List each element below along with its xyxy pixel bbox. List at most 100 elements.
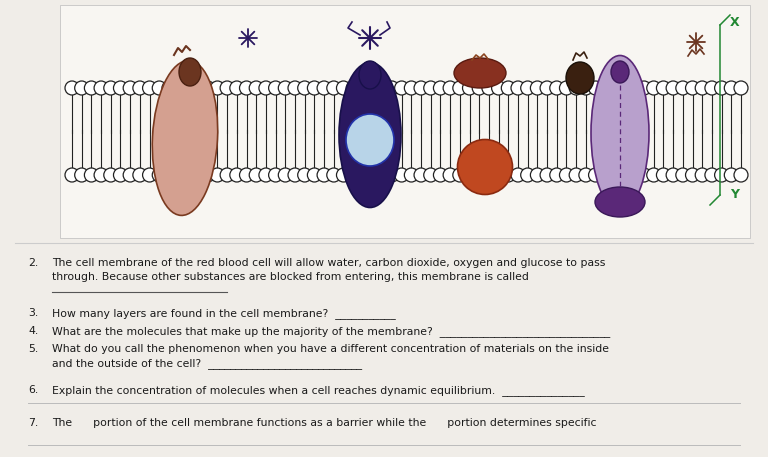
Circle shape — [559, 168, 574, 182]
Ellipse shape — [339, 63, 401, 207]
Circle shape — [462, 168, 476, 182]
Circle shape — [414, 168, 428, 182]
Circle shape — [472, 81, 486, 95]
Circle shape — [269, 168, 283, 182]
Text: Y: Y — [730, 188, 739, 202]
Circle shape — [734, 168, 748, 182]
Circle shape — [278, 81, 293, 95]
Circle shape — [356, 168, 370, 182]
Circle shape — [230, 81, 243, 95]
Circle shape — [298, 168, 312, 182]
Circle shape — [598, 168, 612, 182]
Circle shape — [220, 81, 234, 95]
Text: The cell membrane of the red blood cell will allow water, carbon dioxide, oxygen: The cell membrane of the red blood cell … — [52, 258, 605, 268]
Circle shape — [492, 81, 505, 95]
Circle shape — [657, 81, 670, 95]
Circle shape — [686, 81, 700, 95]
Circle shape — [608, 168, 622, 182]
Circle shape — [162, 81, 176, 95]
Circle shape — [714, 81, 729, 95]
Circle shape — [269, 81, 283, 95]
Circle shape — [404, 168, 419, 182]
Circle shape — [608, 81, 622, 95]
Circle shape — [705, 168, 719, 182]
Circle shape — [366, 168, 379, 182]
Text: What do you call the phenomenon when you have a different concentration of mater: What do you call the phenomenon when you… — [52, 344, 609, 354]
Circle shape — [65, 168, 79, 182]
Circle shape — [240, 81, 253, 95]
FancyBboxPatch shape — [60, 5, 750, 238]
Circle shape — [172, 168, 186, 182]
Circle shape — [443, 81, 457, 95]
Text: The      portion of the cell membrane functions as a barrier while the      port: The portion of the cell membrane functio… — [52, 418, 597, 428]
Circle shape — [666, 168, 680, 182]
Circle shape — [65, 81, 79, 95]
Circle shape — [637, 168, 651, 182]
Circle shape — [240, 168, 253, 182]
Circle shape — [627, 81, 641, 95]
Circle shape — [617, 168, 631, 182]
Circle shape — [433, 81, 448, 95]
Circle shape — [695, 81, 709, 95]
Circle shape — [191, 81, 205, 95]
Circle shape — [540, 168, 554, 182]
Ellipse shape — [152, 61, 217, 215]
Circle shape — [326, 81, 341, 95]
Ellipse shape — [566, 62, 594, 94]
Circle shape — [376, 81, 389, 95]
Circle shape — [104, 168, 118, 182]
Circle shape — [210, 168, 224, 182]
Circle shape — [356, 81, 370, 95]
Circle shape — [617, 81, 631, 95]
Circle shape — [404, 81, 419, 95]
Circle shape — [181, 81, 195, 95]
Circle shape — [647, 81, 660, 95]
Circle shape — [540, 81, 554, 95]
Ellipse shape — [591, 55, 649, 211]
Ellipse shape — [359, 61, 381, 89]
Circle shape — [511, 168, 525, 182]
Circle shape — [453, 81, 467, 95]
Text: 2.: 2. — [28, 258, 38, 268]
Ellipse shape — [595, 187, 645, 217]
Circle shape — [666, 81, 680, 95]
Circle shape — [724, 81, 738, 95]
Circle shape — [94, 81, 108, 95]
Circle shape — [152, 81, 166, 95]
Text: How many layers are found in the cell membrane?  ___________: How many layers are found in the cell me… — [52, 308, 396, 319]
Circle shape — [298, 81, 312, 95]
Circle shape — [414, 81, 428, 95]
Text: 7.: 7. — [28, 418, 38, 428]
Circle shape — [627, 168, 641, 182]
Text: 4.: 4. — [28, 326, 38, 336]
Circle shape — [550, 168, 564, 182]
Circle shape — [317, 168, 331, 182]
Circle shape — [569, 168, 583, 182]
Circle shape — [143, 168, 157, 182]
Circle shape — [521, 81, 535, 95]
Circle shape — [74, 81, 88, 95]
Circle shape — [84, 81, 98, 95]
Circle shape — [695, 168, 709, 182]
Circle shape — [531, 168, 545, 182]
Circle shape — [714, 168, 729, 182]
Circle shape — [200, 81, 215, 95]
Text: through. Because other substances are blocked from entering, this membrane is ca: through. Because other substances are bl… — [52, 272, 529, 282]
Circle shape — [531, 81, 545, 95]
Circle shape — [250, 81, 263, 95]
Circle shape — [94, 168, 108, 182]
Circle shape — [84, 168, 98, 182]
Circle shape — [133, 168, 147, 182]
Circle shape — [385, 168, 399, 182]
Circle shape — [259, 168, 273, 182]
Circle shape — [637, 81, 651, 95]
Circle shape — [705, 81, 719, 95]
Circle shape — [143, 81, 157, 95]
Circle shape — [172, 81, 186, 95]
Circle shape — [550, 81, 564, 95]
Circle shape — [336, 168, 350, 182]
Circle shape — [346, 168, 360, 182]
Circle shape — [200, 168, 215, 182]
Circle shape — [336, 81, 350, 95]
Circle shape — [724, 168, 738, 182]
